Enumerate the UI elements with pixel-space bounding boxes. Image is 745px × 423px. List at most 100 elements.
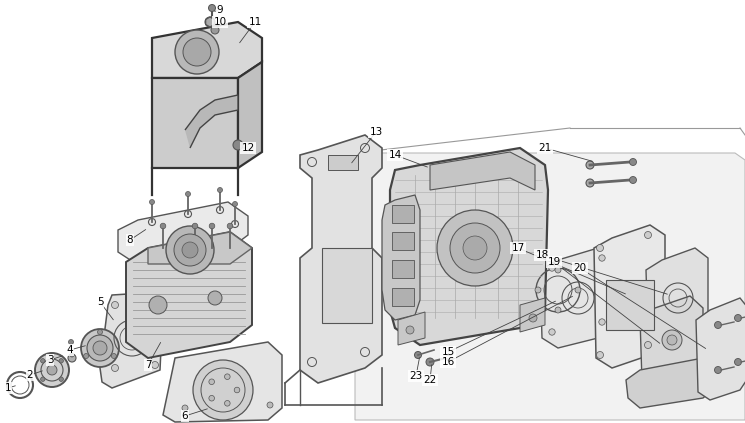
- Polygon shape: [118, 202, 248, 265]
- Text: 5: 5: [97, 297, 104, 307]
- Bar: [392, 232, 414, 250]
- Circle shape: [662, 330, 682, 350]
- Text: 12: 12: [241, 143, 255, 153]
- Circle shape: [586, 179, 594, 187]
- Circle shape: [209, 223, 215, 229]
- Circle shape: [735, 359, 741, 365]
- Circle shape: [98, 330, 103, 335]
- Circle shape: [630, 176, 636, 184]
- Text: 8: 8: [127, 235, 133, 245]
- Bar: [328, 155, 358, 170]
- Circle shape: [426, 358, 434, 366]
- Circle shape: [463, 236, 487, 260]
- Circle shape: [69, 340, 74, 344]
- Circle shape: [234, 387, 240, 393]
- Circle shape: [93, 341, 107, 355]
- Circle shape: [35, 353, 69, 387]
- Circle shape: [81, 329, 119, 367]
- Circle shape: [224, 401, 230, 406]
- Circle shape: [406, 326, 414, 334]
- Text: 17: 17: [511, 243, 524, 253]
- Polygon shape: [300, 135, 382, 383]
- Polygon shape: [626, 358, 715, 408]
- Text: 1: 1: [4, 383, 11, 393]
- Circle shape: [224, 374, 230, 379]
- Circle shape: [182, 242, 198, 258]
- Circle shape: [232, 201, 238, 206]
- Polygon shape: [398, 312, 425, 345]
- Circle shape: [150, 200, 154, 204]
- Text: 18: 18: [536, 250, 548, 260]
- Circle shape: [529, 314, 537, 322]
- Polygon shape: [355, 153, 745, 420]
- Text: 15: 15: [441, 347, 454, 357]
- Circle shape: [59, 359, 63, 363]
- Circle shape: [193, 360, 253, 420]
- Circle shape: [149, 296, 167, 314]
- Circle shape: [186, 192, 191, 197]
- Text: 2: 2: [27, 370, 34, 380]
- Circle shape: [41, 359, 45, 363]
- Circle shape: [59, 377, 63, 382]
- Circle shape: [205, 17, 215, 27]
- Circle shape: [160, 223, 166, 229]
- Text: 16: 16: [441, 357, 454, 367]
- Circle shape: [111, 354, 116, 359]
- Circle shape: [209, 379, 215, 385]
- Circle shape: [644, 341, 651, 349]
- Circle shape: [597, 352, 603, 359]
- Circle shape: [667, 335, 677, 345]
- Circle shape: [233, 140, 243, 150]
- Polygon shape: [696, 298, 745, 400]
- Text: 3: 3: [47, 355, 54, 365]
- Polygon shape: [540, 248, 615, 348]
- Circle shape: [87, 335, 113, 361]
- Text: 23: 23: [409, 371, 422, 381]
- Polygon shape: [148, 232, 252, 264]
- Text: 11: 11: [248, 17, 261, 27]
- Circle shape: [575, 287, 581, 293]
- Circle shape: [151, 362, 159, 368]
- Circle shape: [267, 402, 273, 408]
- Circle shape: [630, 159, 636, 165]
- Circle shape: [555, 267, 561, 273]
- Circle shape: [83, 354, 89, 359]
- Circle shape: [208, 291, 222, 305]
- Circle shape: [555, 307, 561, 313]
- Circle shape: [112, 365, 118, 371]
- Bar: [392, 260, 414, 278]
- Polygon shape: [163, 342, 282, 422]
- Circle shape: [714, 366, 721, 374]
- Text: 21: 21: [539, 143, 551, 153]
- Circle shape: [175, 30, 219, 74]
- Circle shape: [70, 353, 74, 357]
- Circle shape: [446, 355, 452, 361]
- Polygon shape: [126, 232, 252, 358]
- Polygon shape: [185, 95, 238, 148]
- Circle shape: [182, 405, 188, 411]
- Text: 19: 19: [548, 257, 561, 267]
- Circle shape: [41, 377, 45, 382]
- Text: 9: 9: [217, 5, 224, 15]
- Circle shape: [151, 299, 159, 305]
- Circle shape: [209, 396, 215, 401]
- Circle shape: [414, 352, 422, 359]
- Circle shape: [535, 287, 541, 293]
- Circle shape: [47, 365, 57, 375]
- Text: 4: 4: [67, 345, 73, 355]
- Text: 14: 14: [388, 150, 402, 160]
- Circle shape: [174, 234, 206, 266]
- Circle shape: [599, 319, 605, 325]
- Polygon shape: [594, 225, 665, 368]
- Circle shape: [209, 5, 215, 11]
- Circle shape: [450, 223, 500, 273]
- Circle shape: [166, 226, 214, 274]
- Polygon shape: [520, 298, 545, 332]
- Circle shape: [112, 302, 118, 308]
- Bar: [392, 288, 414, 306]
- Circle shape: [714, 321, 721, 329]
- Polygon shape: [430, 152, 535, 190]
- Circle shape: [586, 161, 594, 169]
- Bar: [392, 205, 414, 223]
- Bar: [322, 248, 372, 323]
